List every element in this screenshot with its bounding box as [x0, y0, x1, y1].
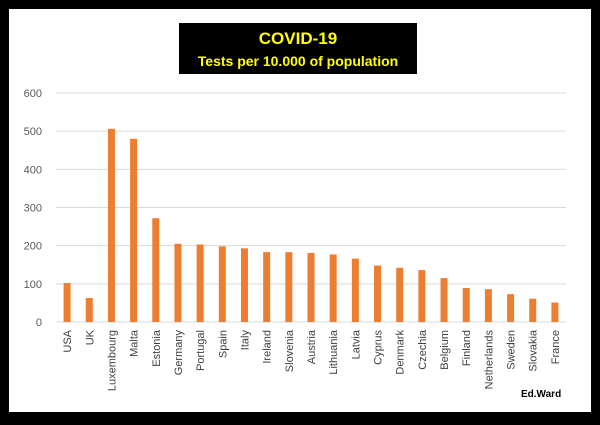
x-tick-label: Spain [217, 330, 229, 358]
x-tick-label: Belgium [439, 330, 451, 370]
chart-title: COVID-19 [258, 29, 338, 48]
bar-belgium [440, 278, 448, 322]
bar-malta [130, 138, 138, 322]
bar-spain [218, 246, 226, 322]
bar-denmark [396, 267, 404, 322]
bar-usa [63, 283, 71, 322]
x-tick-label: Italy [239, 330, 251, 351]
bar-uk [85, 297, 93, 322]
x-axis: USA UK Luxembourg Malta Estonia Germany Portug… [62, 329, 562, 391]
bar-czechia [418, 270, 426, 322]
chart-subtitle: Tests per 10.000 of population [197, 53, 399, 69]
x-tick-label: Cyprus [373, 330, 385, 365]
x-tick-label: Latvia [350, 329, 362, 359]
chart-frame [9, 9, 591, 412]
bar-lithuania [329, 254, 337, 322]
y-tick-label: 100 [24, 279, 42, 291]
bar-luxembourg [107, 128, 115, 322]
x-tick-label: France [550, 330, 562, 364]
bar-sweden [507, 294, 515, 322]
bar-finland [462, 288, 470, 322]
x-tick-label: Luxembourg [106, 330, 118, 391]
y-axis: 0 100 200 300 400 500 600 [24, 88, 42, 329]
bar-netherlands [484, 289, 492, 322]
bar-germany [174, 243, 182, 322]
y-tick-label: 200 [24, 241, 42, 253]
bar-austria [307, 252, 315, 322]
x-tick-label: Estonia [151, 329, 163, 367]
x-tick-label: Sweden [506, 330, 518, 370]
x-tick-label: Portugal [195, 330, 207, 371]
bar-latvia [351, 258, 359, 322]
x-tick-label: UK [84, 329, 96, 345]
y-tick-label: 0 [36, 317, 42, 329]
bar-cyprus [374, 265, 382, 322]
x-tick-label: Malta [129, 329, 141, 357]
x-tick-label: Denmark [395, 330, 407, 375]
bar-ireland [263, 252, 271, 322]
x-tick-label: Ireland [262, 330, 274, 364]
y-tick-label: 300 [24, 203, 42, 215]
x-tick-label: Slovenia [284, 329, 296, 372]
x-tick-label: Netherlands [483, 330, 495, 390]
x-tick-label: Germany [173, 330, 185, 376]
x-tick-label: Austria [306, 329, 318, 364]
bar-estonia [152, 218, 160, 322]
x-tick-label: Finland [461, 330, 473, 366]
bar-slovakia [529, 298, 537, 322]
bar-portugal [196, 244, 204, 322]
bar-italy [240, 248, 248, 322]
x-tick-label: USA [62, 329, 74, 352]
x-tick-label: Czechia [417, 329, 429, 370]
bars [63, 128, 559, 322]
bar-slovenia [285, 252, 293, 322]
y-tick-label: 400 [24, 164, 42, 176]
x-tick-label: Lithuania [328, 329, 340, 375]
author-credit: Ed.Ward [521, 389, 562, 400]
y-tick-label: 600 [24, 88, 42, 100]
y-tick-label: 500 [24, 126, 42, 138]
bar-france [551, 302, 559, 322]
chart-title-box: COVID-19 Tests per 10.000 of population [179, 23, 417, 74]
x-tick-label: Slovakia [528, 329, 540, 371]
